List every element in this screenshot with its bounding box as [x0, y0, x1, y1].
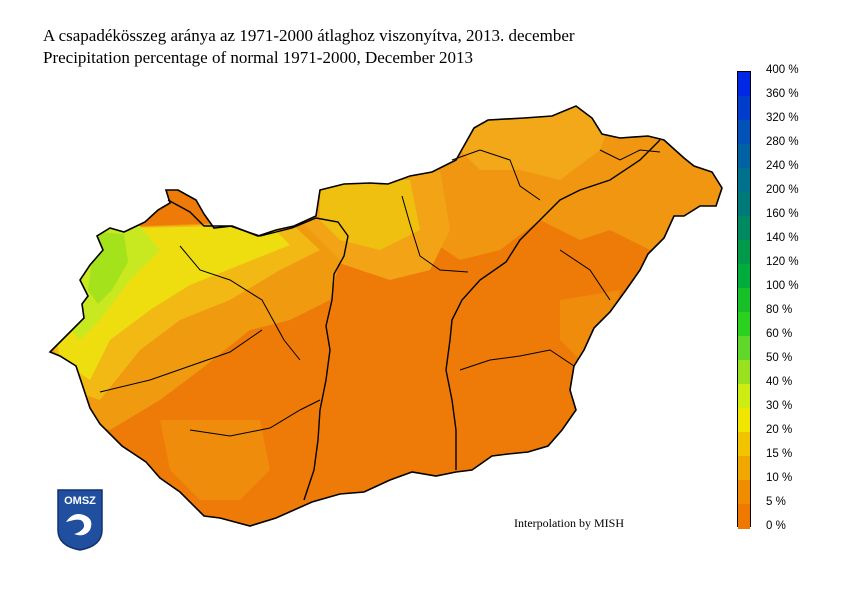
legend-tick-label: 20 % — [766, 424, 793, 436]
legend-color-segment — [738, 504, 750, 529]
legend-tick-label: 80 % — [766, 304, 793, 316]
legend-tick-label: 200 % — [766, 184, 799, 196]
legend-color-segment — [738, 336, 750, 361]
river-danube — [167, 199, 349, 501]
interpolation-credit: Interpolation by MISH — [514, 516, 624, 530]
legend-tick-label: 280 % — [766, 136, 799, 148]
legend-color-segment — [738, 216, 750, 241]
legend-color-segment — [738, 168, 750, 193]
legend-tick-label: 5 % — [766, 496, 786, 508]
legend-tick-label: 40 % — [766, 376, 793, 388]
omsz-logo: OMSZ — [56, 488, 104, 552]
legend-tick-label: 400 % — [766, 64, 799, 76]
legend-color-segment — [738, 96, 750, 121]
legend-color-segment — [738, 360, 750, 385]
legend-color-segment — [738, 480, 750, 505]
legend-tick-label: 320 % — [766, 112, 799, 124]
legend-color-segment — [738, 384, 750, 409]
legend-tick-label: 160 % — [766, 208, 799, 220]
river-tisza — [445, 139, 661, 470]
legend-tick-label: 50 % — [766, 352, 793, 364]
legend-tick-label: 120 % — [766, 256, 799, 268]
region-line-east — [559, 249, 611, 301]
region-line-north — [401, 195, 469, 273]
legend-color-segment — [738, 408, 750, 433]
legend-color-segment — [738, 312, 750, 337]
logo-text: OMSZ — [64, 495, 96, 507]
map-title-english: Precipitation percentage of normal 1971-… — [43, 48, 474, 67]
legend-tick-label: 240 % — [766, 160, 799, 172]
region-boundaries — [48, 105, 723, 527]
color-legend-bar — [737, 71, 751, 529]
legend-color-segment — [738, 192, 750, 217]
legend-color-segment — [738, 144, 750, 169]
legend-tick-label: 10 % — [766, 472, 793, 484]
legend-tick-label: 100 % — [766, 280, 799, 292]
legend-color-segment — [738, 432, 750, 457]
field-south-patch — [160, 420, 270, 500]
legend-tick-label: 140 % — [766, 232, 799, 244]
legend-tick-label: 360 % — [766, 88, 799, 100]
region-line-far-northeast — [599, 149, 661, 161]
legend-tick-label: 0 % — [766, 520, 786, 532]
legend-color-segment — [738, 240, 750, 265]
precipitation-field — [50, 106, 722, 526]
region-line-south — [189, 399, 321, 437]
region-line-west — [179, 245, 301, 361]
legend-tick-label: 60 % — [766, 328, 793, 340]
legend-color-segment — [738, 264, 750, 289]
legend-color-segment — [738, 120, 750, 145]
legend-tick-label: 15 % — [766, 448, 793, 460]
legend-color-segment — [738, 456, 750, 481]
legend-color-segment — [738, 72, 750, 97]
map-title-hungarian: A csapadékösszeg aránya az 1971-2000 átl… — [43, 26, 575, 45]
region-line-southeast — [459, 349, 575, 371]
region-line-northeast — [451, 149, 541, 201]
region-line-balaton — [99, 329, 263, 393]
country-border — [48, 105, 723, 527]
legend-tick-label: 30 % — [766, 400, 793, 412]
legend-color-segment — [738, 288, 750, 313]
